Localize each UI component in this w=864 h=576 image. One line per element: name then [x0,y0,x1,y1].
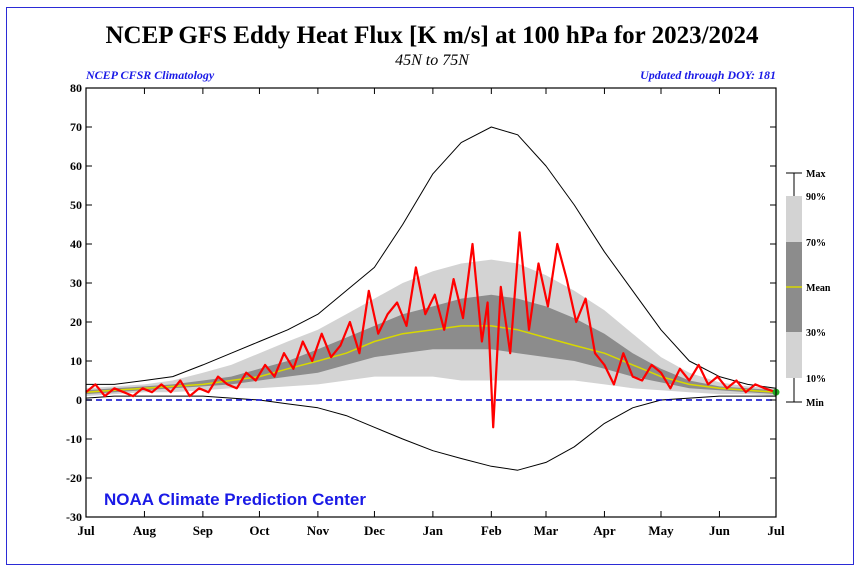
climatology-source-label: NCEP CFSR Climatology [86,68,215,82]
x-tick-label-jul: Jul [767,523,785,538]
update-status-label: Updated through DOY: 181 [640,68,776,82]
axis-layer: -30 -20 -10 0 10 20 30 40 50 60 70 80 Jul Aug Sep Oct No… [66,81,785,538]
plot-area-border [85,87,777,518]
chart-title: NCEP GFS Eddy Heat Flux [K m/s] at 100 h… [105,22,759,49]
chart-frame [6,7,854,565]
x-tick-label-jun: Jun [709,523,731,538]
max-line [86,126,777,389]
x-tick-label-jul: Jul [77,523,95,538]
x-tick-label-oct: Oct [249,523,270,538]
y-tick-label: 50 [70,198,82,212]
x-tick-label-apr: Apr [593,523,616,538]
chart-subtitle: 45N to 75N [395,52,469,69]
y-tick-label: -20 [66,471,82,485]
x-tick-label-nov: Nov [307,523,330,538]
y-tick-label: 20 [70,315,82,329]
legend: Max 90% 70% Mean 30% 10% Min [786,169,831,409]
y-tick-label: 10 [70,354,82,368]
y-tick-label: 70 [70,120,82,134]
legend-label-6: Min [806,398,824,409]
legend-label-3: Mean [806,283,831,294]
legend-label-4: 30% [806,328,826,339]
legend-label-0: Max [806,169,825,180]
mean-line [85,325,777,393]
x-tick-label-dec: Dec [364,523,385,538]
min-line [85,395,776,471]
y-tick-label: -10 [66,432,82,446]
plot-layer [85,126,780,471]
band-30-70-percentile [86,294,776,395]
y-tick-label: 0 [76,393,82,407]
x-tick-label-sep: Sep [193,523,213,538]
x-tick-label-aug: Aug [133,523,157,538]
y-tick-label: 60 [70,159,82,173]
legend-label-2: 70% [806,238,826,249]
legend-label-5: 10% [806,374,826,385]
x-tick-label-mar: Mar [534,523,559,538]
y-tick-label: 30 [70,276,82,290]
legend-label-1: 90% [806,192,826,203]
y-tick-label: 40 [70,237,82,251]
observed-series-line [85,231,777,429]
credit-label: NOAA Climate Prediction Center [104,490,366,509]
x-tick-label-feb: Feb [481,523,502,538]
x-tick-label-may: May [648,523,674,538]
y-tick-label: -30 [66,510,82,524]
y-tick-label: 80 [70,81,82,95]
x-tick-label-jan: Jan [423,523,444,538]
